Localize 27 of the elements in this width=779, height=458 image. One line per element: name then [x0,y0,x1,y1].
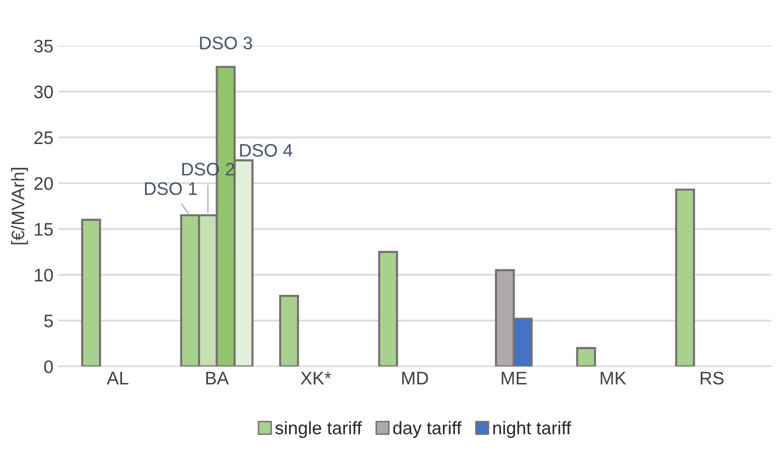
annotation: DSO 3 [200,36,252,50]
x-tick-label: MD [402,372,428,384]
x-tick-label: RS [700,372,724,385]
legend-label: night tariff [493,421,572,438]
y-axis-title: [€/MVArh] [11,168,28,244]
x-tick-label: AL [106,372,128,384]
y-tick-label: 10 [34,268,53,282]
y-tick-label: 20 [34,177,53,190]
annotation: DSO 1 [145,182,197,196]
y-tick-label: 5 [44,314,53,328]
x-tick-label: ME [502,372,527,384]
y-tick-label: 0 [44,360,53,374]
x-tick-label: BA [206,372,229,384]
x-tick-label: XK* [300,372,332,384]
bar [279,294,300,366]
annotation: DSO 4 [240,144,292,157]
bar [81,218,102,366]
x-tick-label: MK [600,372,626,384]
y-tick-label: 25 [34,131,53,144]
legend-label: single tariff [275,421,362,438]
legend-label: day tariff [393,421,462,438]
bar [378,250,398,366]
y-tick-label: 30 [34,86,53,98]
bar [675,188,696,366]
y-tick-label: 35 [34,40,53,53]
bar [576,347,596,366]
y-tick-label: 15 [34,223,53,236]
